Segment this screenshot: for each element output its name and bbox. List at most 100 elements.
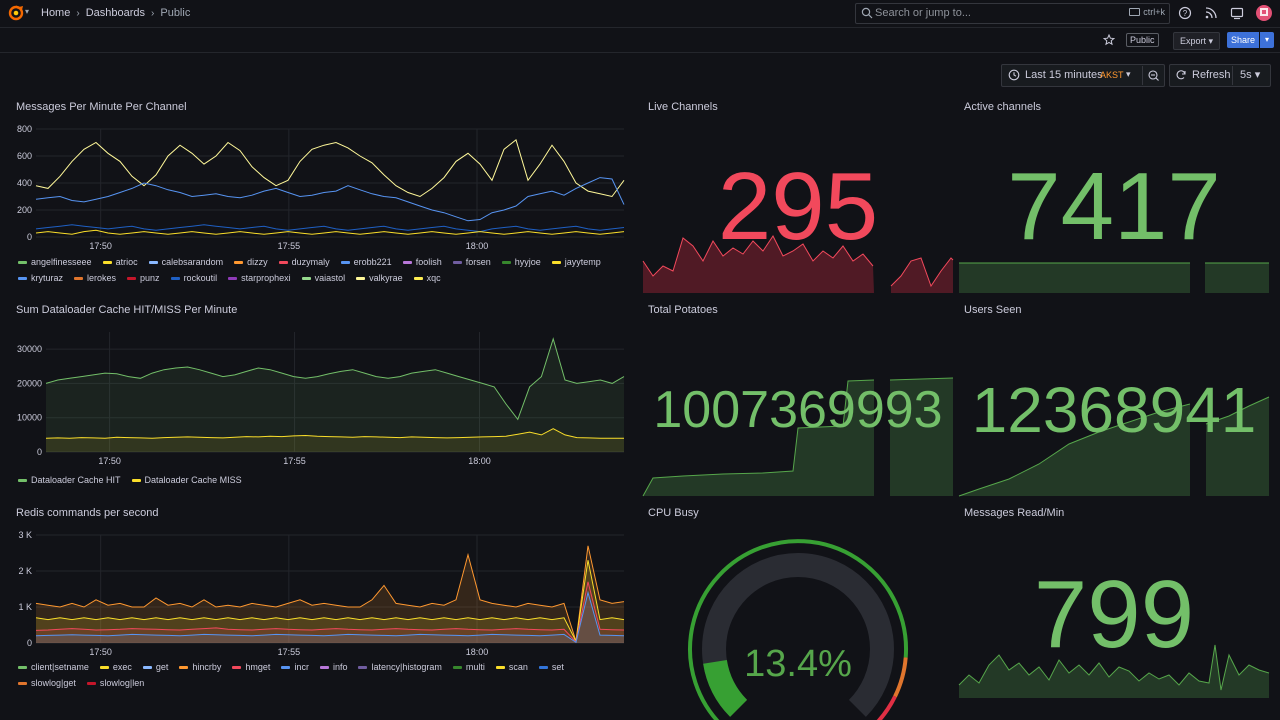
legend-item[interactable]: client|setname [18, 659, 89, 675]
legend-item[interactable]: punz [127, 270, 160, 286]
y-tick-label: 10000 [17, 413, 42, 423]
legend-item[interactable]: vaiastol [301, 270, 346, 286]
x-tick-label: 18:00 [466, 241, 489, 251]
export-button[interactable]: Export ▾ [1173, 32, 1221, 50]
y-tick-label: 20000 [17, 378, 42, 388]
legend-swatch [356, 276, 366, 280]
legend-item[interactable]: slowlog|len [86, 675, 144, 691]
top-bar: ▾ Home › Dashboards › Public Search or j… [0, 0, 1280, 28]
refresh-interval-select[interactable]: 5s ▾ [1232, 66, 1269, 85]
legend-item[interactable]: erobb221 [340, 254, 392, 270]
legend-label: scan [508, 662, 528, 672]
legend-item[interactable]: rockoutil [170, 270, 217, 286]
legend-item[interactable]: multi [452, 659, 485, 675]
breadcrumb-dashboards[interactable]: Dashboards [85, 7, 146, 19]
legend-label: Dataloader Cache MISS [144, 475, 242, 485]
legend-item[interactable]: hyyjoe [501, 254, 541, 270]
legend-item[interactable]: atrioc [102, 254, 138, 270]
y-tick-label: 800 [17, 124, 32, 134]
chevron-down-icon: ▾ [1254, 69, 1261, 81]
gauge-value: 13.4% [744, 643, 852, 685]
legend-swatch [495, 665, 505, 669]
help-icon[interactable]: ? [1178, 6, 1192, 20]
chart-legend: client|setname exec get hincrby hmget incr inf… [18, 659, 618, 691]
legend-item[interactable]: starprophexi [228, 270, 291, 286]
legend-swatch [301, 276, 311, 280]
legend-label: xqc [426, 273, 441, 283]
legend-item[interactable]: get [142, 659, 168, 675]
stat-value: 7417 [1007, 153, 1221, 260]
legend-label: client|setname [31, 662, 89, 672]
refresh-picker[interactable]: Refresh 5s ▾ [1169, 64, 1271, 87]
dashboard-toolbar: Public Export ▾ Share ▾ [0, 28, 1280, 53]
rss-icon[interactable] [1204, 6, 1218, 20]
legend-item[interactable]: latency|histogram [358, 659, 442, 675]
legend-item[interactable]: Dataloader Cache HIT [18, 472, 121, 488]
legend-item[interactable]: calebsarandom [148, 254, 223, 270]
legend-label: punz [140, 273, 160, 283]
legend-item[interactable]: jayytemp [551, 254, 601, 270]
series-line [35, 560, 625, 643]
legend-item[interactable]: angelfinesseee [18, 254, 92, 270]
breadcrumb-home[interactable]: Home [41, 7, 71, 19]
y-tick-label: 3 K [18, 530, 32, 540]
legend-item[interactable]: Dataloader Cache MISS [131, 472, 242, 488]
svg-text:?: ? [1183, 9, 1188, 18]
refresh-icon [1176, 70, 1186, 80]
clock-icon [1008, 69, 1020, 81]
legend-item[interactable]: lerokes [74, 270, 116, 286]
star-icon[interactable] [1103, 34, 1115, 46]
legend-swatch [413, 276, 423, 280]
series-line [35, 590, 625, 644]
users-seen-sparkline [958, 396, 1270, 497]
share-button[interactable]: Share [1227, 32, 1259, 48]
legend-label: lerokes [87, 273, 117, 283]
dock-menu-icon[interactable] [1230, 6, 1244, 20]
search-shortcut-label: ctrl+k [1143, 7, 1165, 17]
legend-item[interactable]: slowlog|get [18, 675, 76, 691]
legend-item[interactable]: hincrby [179, 659, 221, 675]
legend-item[interactable]: foolish [402, 254, 442, 270]
legend-swatch [501, 260, 511, 264]
legend-label: jayytemp [564, 257, 601, 267]
series-line [35, 177, 625, 222]
chevron-down-icon[interactable]: ▾ [25, 7, 30, 16]
grafana-logo-icon[interactable] [8, 5, 24, 21]
keyboard-icon [1129, 8, 1141, 16]
time-range-picker[interactable]: Last 15 minutes AKST ▾ [1001, 64, 1165, 87]
legend-item[interactable]: forsen [452, 254, 491, 270]
zoom-out-button[interactable] [1142, 66, 1164, 85]
legend-item[interactable]: valkyrae [356, 270, 403, 286]
panel-messages-per-minute: Messages Per Minute Per Channel 0 200 400 6… [16, 101, 626, 291]
legend-item[interactable]: xqc [413, 270, 441, 286]
stat-value: 1007369993 [653, 381, 943, 439]
legend-item[interactable]: dizzy [234, 254, 268, 270]
active-channels-sparkline [959, 262, 1269, 293]
legend-item[interactable]: exec [99, 659, 132, 675]
legend-item[interactable]: info [319, 659, 347, 675]
breadcrumb: Home › Dashboards › Public [41, 7, 190, 19]
legend-label: Dataloader Cache HIT [31, 475, 121, 485]
panel-title: Redis commands per second [16, 507, 159, 519]
legend-item[interactable]: hmget [232, 659, 270, 675]
panel-total-potatoes: Total Potatoes 1007369993 [642, 304, 954, 497]
avatar[interactable] [1256, 5, 1272, 21]
legend-item[interactable]: duzymaly [278, 254, 330, 270]
legend-swatch [99, 665, 109, 669]
legend-swatch [18, 276, 27, 280]
legend-item[interactable]: scan [495, 659, 528, 675]
y-tick-label: 200 [17, 205, 32, 215]
panel-title: Live Channels [648, 101, 718, 113]
gauge-threshold-green [688, 539, 909, 720]
legend-item[interactable]: incr [281, 659, 309, 675]
series-area [46, 338, 624, 452]
legend-label: vaiastol [314, 273, 346, 283]
legend-swatch [228, 276, 238, 280]
legend-item[interactable]: kryturaz [18, 270, 63, 286]
legend-item[interactable]: set [538, 659, 564, 675]
dataloader-area-chart: 0 10000 20000 30000 17:50 17:55 18:00 [17, 332, 625, 466]
panel-title: Messages Per Minute Per Channel [16, 101, 187, 113]
legend-swatch [18, 260, 27, 264]
search-input[interactable]: Search or jump to... ctrl+k [855, 3, 1170, 24]
share-dropdown-icon[interactable]: ▾ [1260, 32, 1274, 48]
